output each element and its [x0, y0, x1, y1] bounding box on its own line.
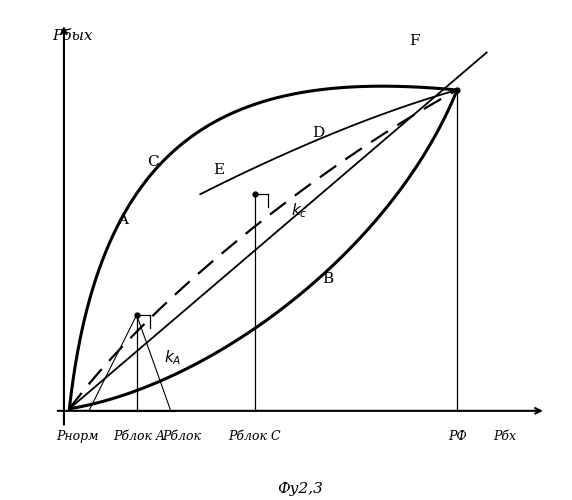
Text: PФ: PФ: [448, 430, 467, 442]
Text: E: E: [213, 164, 224, 177]
Text: Pбых: Pбых: [53, 29, 93, 43]
Text: D: D: [312, 126, 324, 140]
Text: $k_A$: $k_A$: [164, 348, 181, 367]
Text: Pбх: Pбх: [493, 430, 517, 442]
Text: B: B: [322, 272, 333, 286]
Text: F: F: [408, 34, 419, 48]
Text: Pнорм: Pнорм: [56, 430, 99, 442]
Text: Pблок A: Pблок A: [113, 430, 165, 442]
Text: Pблок: Pблок: [162, 430, 201, 442]
Text: A: A: [117, 214, 129, 228]
Text: $k_c$: $k_c$: [291, 202, 308, 220]
Text: Фу2,3: Фу2,3: [277, 482, 323, 496]
Text: Pблок C: Pблок C: [229, 430, 281, 442]
Text: C: C: [147, 155, 158, 169]
